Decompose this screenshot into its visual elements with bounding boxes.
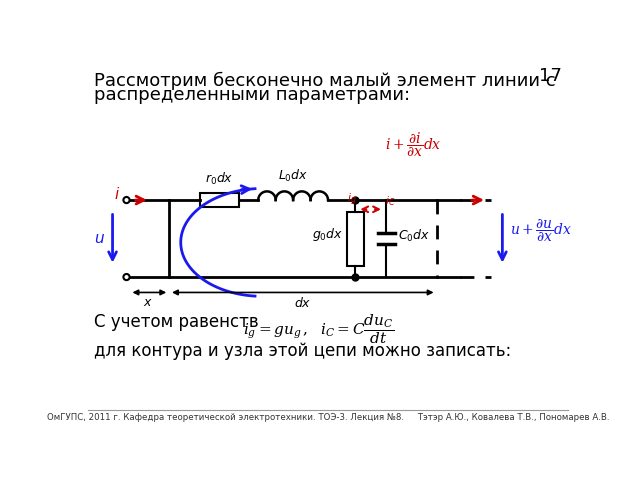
Bar	[200, 193, 239, 207]
Text: распределенными параметрами:: распределенными параметрами:	[94, 86, 410, 104]
Text: $r_0dx$: $r_0dx$	[205, 171, 234, 187]
Text: $i_C$: $i_C$	[385, 194, 395, 208]
Text: $u + \dfrac{\partial u}{\partial x}dx$: $u + \dfrac{\partial u}{\partial x}dx$	[510, 217, 572, 244]
Text: $i_g$: $i_g$	[347, 192, 356, 208]
Text: для контура и узла этой цепи можно записать:: для контура и узла этой цепи можно запис…	[94, 343, 511, 360]
Text: $i_g = gu_g\,,\ \ i_C = C\dfrac{du_C}{dt}$: $i_g = gu_g\,,\ \ i_C = C\dfrac{du_C}{dt…	[243, 313, 394, 347]
Text: $dx$: $dx$	[294, 296, 312, 310]
Text: $g_0dx$: $g_0dx$	[312, 226, 344, 243]
Text: С учетом равенств: С учетом равенств	[94, 313, 259, 331]
Text: $u$: $u$	[94, 231, 105, 246]
Bar	[347, 212, 364, 265]
Text: $i + \dfrac{\partial i}{\partial x}dx$: $i + \dfrac{\partial i}{\partial x}dx$	[385, 131, 442, 159]
Text: $L_0dx$: $L_0dx$	[278, 168, 308, 184]
Text: Рассмотрим бесконечно малый элемент линии с: Рассмотрим бесконечно малый элемент лини…	[94, 72, 556, 90]
Text: $x$: $x$	[143, 296, 153, 309]
Text: $C_0dx$: $C_0dx$	[397, 228, 430, 243]
Text: 17: 17	[539, 67, 562, 85]
Text: $i$: $i$	[114, 186, 120, 202]
Text: ОмГУПС, 2011 г. Кафедра теоретической электротехники. ТОЭ-3. Лекция №8.     Тэтэ: ОмГУПС, 2011 г. Кафедра теоретической эл…	[47, 413, 609, 422]
